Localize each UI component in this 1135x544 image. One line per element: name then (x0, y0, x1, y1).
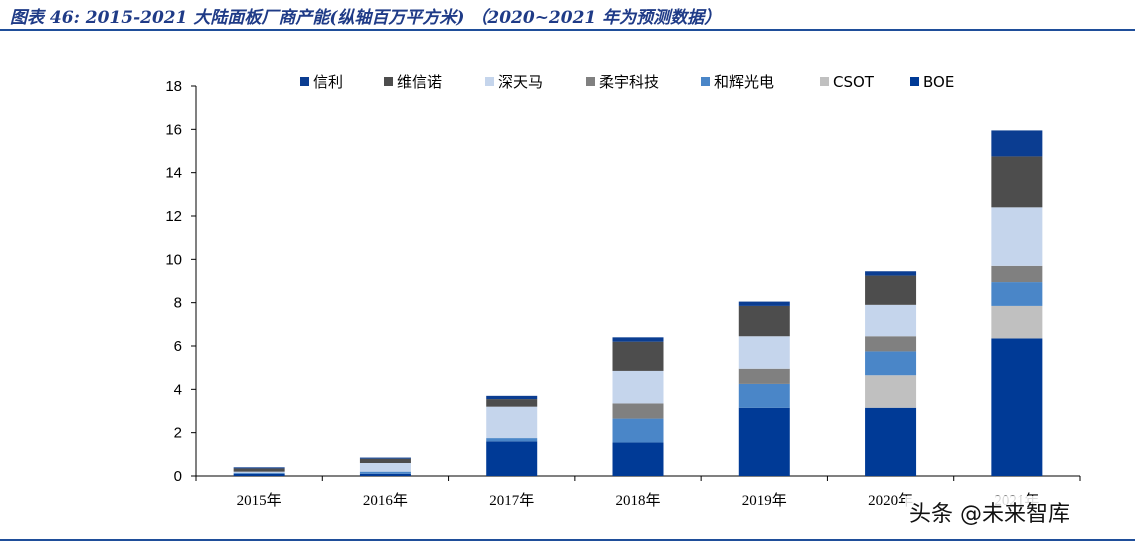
top-divider (0, 29, 1135, 31)
x-tick-label: 2016年 (363, 492, 408, 509)
bar-segment (865, 275, 917, 305)
legend-label: 深天马 (498, 73, 543, 91)
bar-segment (233, 473, 285, 476)
legend-label: 信利 (313, 73, 343, 91)
y-tick-label: 8 (174, 295, 182, 312)
bar-segment (233, 468, 285, 472)
legend-swatch (820, 77, 829, 86)
bar-segment (233, 471, 285, 473)
bar-segment (233, 467, 285, 469)
y-axis: 0 2 4 6 8 10 12 14 16 18 (165, 78, 197, 485)
bar-segment (359, 463, 411, 472)
bars-group (233, 130, 1043, 476)
bar-segment (612, 403, 664, 419)
bar-segment (991, 265, 1043, 283)
bar-segment (486, 441, 538, 476)
bar-segment (486, 399, 538, 407)
x-tick-label: 2019年 (742, 492, 787, 509)
chart-legend: 信利 维信诺 深天马 柔宇科技 和辉光电 CSOT BOE (300, 73, 954, 91)
bar-segment (359, 457, 411, 459)
bar-segment (359, 473, 411, 476)
x-tick-label: 2020年 (868, 492, 913, 509)
legend-swatch (485, 77, 494, 86)
bar-segment (865, 407, 917, 476)
legend-swatch (701, 77, 710, 86)
bar-segment (612, 418, 664, 443)
legend-label: CSOT (833, 73, 875, 91)
y-tick-label: 12 (165, 208, 182, 225)
bar-segment (486, 438, 538, 442)
bar-segment (991, 207, 1043, 266)
legend-swatch (586, 77, 595, 86)
y-tick-label: 0 (174, 468, 182, 485)
y-tick-label: 10 (165, 251, 182, 268)
bar-segment (991, 282, 1043, 306)
y-tick-label: 4 (174, 381, 182, 398)
bar-segment (233, 472, 285, 474)
y-tick-label: 2 (174, 425, 182, 442)
legend-label: BOE (923, 73, 954, 91)
bar-segment (865, 351, 917, 376)
y-tick-label: 18 (165, 78, 182, 95)
bar-segment (991, 305, 1043, 339)
legend-label: 和辉光电 (714, 73, 774, 91)
bar-segment (486, 406, 538, 439)
bar-segment (991, 130, 1043, 157)
bar-segment (612, 442, 664, 476)
bar-segment (738, 336, 790, 369)
legend-swatch (300, 77, 309, 86)
y-tick-label: 6 (174, 338, 182, 355)
figure-title: 图表 46: 2015-2021 大陆面板厂商产能(纵轴百万平方米) （2020… (10, 8, 722, 28)
bar-segment (738, 368, 790, 384)
x-tick-label: 2017年 (489, 492, 534, 509)
bar-segment (865, 304, 917, 337)
legend-swatch (910, 77, 919, 86)
bar-segment (738, 301, 790, 306)
x-tick-label: 2018年 (615, 492, 660, 509)
bar-segment (865, 336, 917, 352)
bar-segment (991, 156, 1043, 208)
bar-segment (612, 337, 664, 342)
legend-label: 维信诺 (397, 73, 442, 91)
watermark-text: 头条 @未来智库 (905, 496, 1074, 528)
bar-segment (738, 407, 790, 476)
y-tick-label: 16 (165, 121, 182, 138)
bar-segment (359, 471, 411, 474)
bar-segment (612, 341, 664, 371)
bar-segment (738, 383, 790, 408)
bar-segment (612, 370, 664, 404)
legend-swatch (384, 77, 393, 86)
y-tick-label: 14 (165, 165, 182, 182)
legend-label: 柔宇科技 (599, 73, 659, 91)
bar-segment (486, 395, 538, 400)
bottom-divider (0, 539, 1135, 541)
x-tick-label: 2015年 (237, 492, 282, 509)
bar-segment (865, 375, 917, 408)
bar-segment (865, 271, 917, 276)
bar-segment (738, 305, 790, 337)
bar-segment (991, 338, 1043, 476)
bar-segment (359, 458, 411, 463)
